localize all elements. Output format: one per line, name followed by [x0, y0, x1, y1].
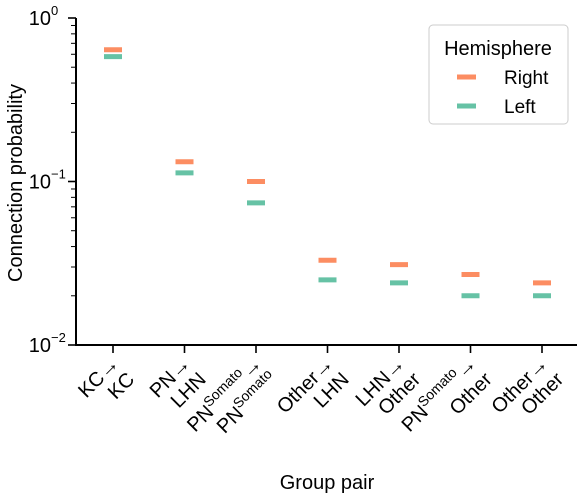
y-tick-exponent: −1: [51, 167, 66, 182]
x-tick-labels: KC→KC PN→LHNPNSomato→PNSomatoOther→LHNLHN…: [74, 353, 568, 438]
legend-frame: [428, 24, 569, 125]
legend-title: Hemisphere: [444, 38, 552, 60]
x-tick-label: Other→Other: [487, 353, 568, 419]
marks: [104, 47, 551, 299]
x-tick-label: Other→LHN: [273, 353, 354, 418]
x-axis-title: Group pair: [280, 472, 375, 494]
legend: Hemisphere Right Left: [428, 24, 569, 125]
axes: [68, 17, 577, 353]
y-tick-label: 10: [29, 335, 51, 357]
x-tick-label: KC→KC: [74, 353, 139, 404]
x-tick-label: PNSomato→PNSomato: [183, 353, 275, 438]
y-tick-exponent: 0: [51, 3, 58, 18]
legend-label-left: Left: [504, 97, 536, 118]
y-tick-exponent: −2: [51, 330, 66, 345]
y-tick-label: 10: [29, 8, 51, 30]
x-tick-label: PNSomato→Other: [398, 353, 497, 436]
y-axis-title: Connection probability: [5, 84, 27, 282]
legend-label-right: Right: [504, 68, 549, 89]
y-tick-label: 10: [29, 172, 51, 194]
